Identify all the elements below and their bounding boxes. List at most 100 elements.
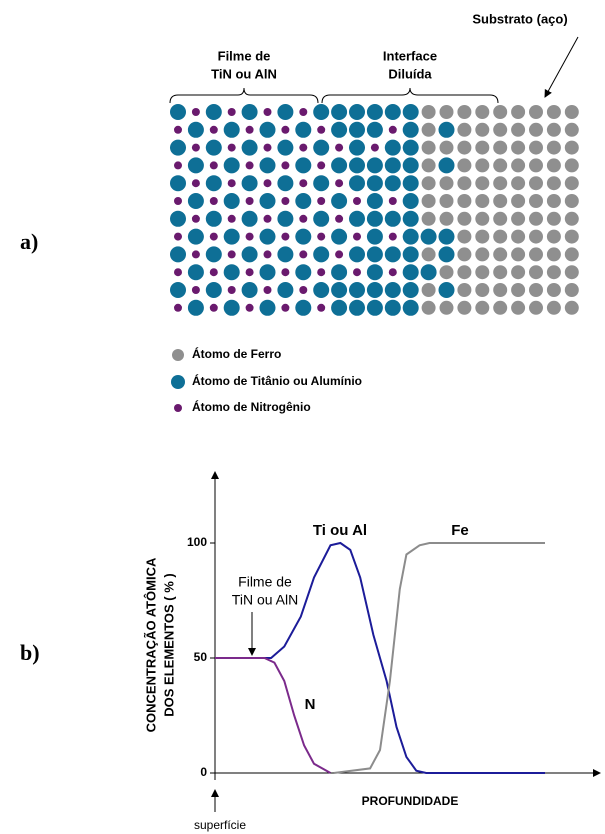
atom bbox=[384, 157, 401, 174]
atom bbox=[209, 303, 218, 312]
atom bbox=[511, 229, 526, 244]
atom bbox=[263, 214, 272, 223]
y-axis-label: CONCENTRAÇÃO ATÔMICA bbox=[143, 557, 158, 732]
atom bbox=[245, 303, 254, 312]
atom bbox=[438, 121, 455, 138]
atom bbox=[475, 283, 490, 297]
atom bbox=[299, 250, 308, 259]
atom bbox=[493, 105, 508, 119]
atom bbox=[331, 121, 348, 138]
atom bbox=[313, 175, 330, 192]
atom bbox=[421, 176, 436, 191]
atom bbox=[366, 175, 383, 192]
atom bbox=[366, 210, 383, 227]
atom bbox=[511, 283, 526, 297]
atom bbox=[227, 108, 236, 116]
atom bbox=[475, 211, 490, 226]
atom bbox=[457, 194, 472, 208]
atom bbox=[511, 105, 526, 119]
atom bbox=[187, 121, 204, 138]
atom bbox=[174, 268, 182, 277]
atom bbox=[187, 299, 204, 316]
atom bbox=[170, 104, 186, 120]
atom bbox=[475, 105, 490, 119]
atom bbox=[263, 179, 272, 188]
atom bbox=[209, 268, 218, 277]
atom bbox=[170, 246, 186, 263]
atom bbox=[402, 299, 419, 316]
atom bbox=[227, 179, 236, 188]
atom bbox=[388, 268, 397, 277]
atom bbox=[493, 265, 508, 280]
atom bbox=[457, 140, 472, 155]
atom bbox=[349, 104, 365, 120]
x-axis-label: PROFUNDIDADE bbox=[362, 794, 459, 808]
atom bbox=[529, 247, 543, 262]
atom bbox=[335, 143, 344, 152]
atom bbox=[259, 228, 276, 245]
atom bbox=[475, 247, 490, 262]
atom bbox=[439, 176, 454, 191]
atom bbox=[420, 228, 437, 245]
atom bbox=[420, 264, 437, 281]
atom bbox=[475, 300, 490, 315]
atom bbox=[349, 299, 365, 316]
atom bbox=[564, 158, 579, 173]
atom bbox=[174, 125, 182, 134]
atom bbox=[370, 143, 379, 152]
atom bbox=[259, 121, 276, 138]
legend-swatch bbox=[171, 375, 185, 389]
line bbox=[215, 657, 331, 774]
annotation: Filme de bbox=[238, 574, 292, 590]
atom bbox=[564, 194, 579, 208]
atom bbox=[388, 232, 397, 241]
atom bbox=[384, 210, 401, 227]
atom bbox=[529, 105, 543, 119]
legend-swatch bbox=[172, 349, 184, 361]
atom bbox=[421, 158, 436, 173]
atom bbox=[170, 210, 186, 227]
atom bbox=[384, 139, 401, 156]
atom bbox=[223, 121, 240, 138]
atom bbox=[331, 299, 348, 316]
atom bbox=[529, 194, 543, 208]
interface-brace bbox=[321, 87, 499, 104]
atom bbox=[317, 125, 326, 134]
atom bbox=[295, 228, 312, 245]
atom bbox=[205, 139, 222, 156]
atom bbox=[529, 229, 543, 244]
atom bbox=[263, 108, 272, 116]
atom bbox=[529, 122, 543, 137]
atom bbox=[241, 210, 258, 227]
atom bbox=[170, 175, 186, 192]
atom bbox=[546, 158, 561, 173]
atom bbox=[349, 210, 365, 227]
atom bbox=[295, 121, 312, 138]
atom-grid bbox=[170, 104, 579, 316]
atom bbox=[191, 286, 200, 294]
atom bbox=[174, 197, 182, 205]
atom bbox=[295, 299, 312, 316]
atom bbox=[564, 211, 579, 226]
atom bbox=[281, 161, 290, 170]
atom bbox=[299, 108, 308, 116]
atom bbox=[457, 211, 472, 226]
atom bbox=[174, 161, 182, 170]
atom bbox=[331, 282, 348, 298]
atom bbox=[209, 197, 218, 205]
atom bbox=[457, 247, 472, 262]
y-tick-label: 0 bbox=[200, 765, 207, 779]
atom bbox=[349, 246, 365, 263]
atom bbox=[564, 300, 579, 315]
atom bbox=[511, 176, 526, 191]
atom bbox=[263, 250, 272, 259]
atom bbox=[227, 250, 236, 259]
atom bbox=[402, 246, 419, 263]
atom bbox=[187, 228, 204, 245]
substrate-label: Substrato (aço) bbox=[472, 11, 567, 26]
atom bbox=[438, 282, 455, 298]
atom bbox=[227, 143, 236, 152]
atom bbox=[277, 104, 294, 120]
atom bbox=[475, 265, 490, 280]
